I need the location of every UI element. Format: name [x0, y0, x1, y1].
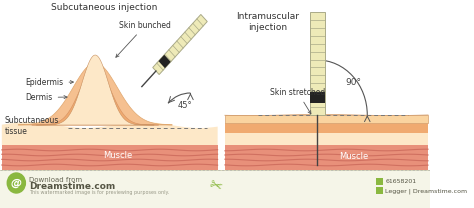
Polygon shape	[225, 115, 428, 123]
Polygon shape	[225, 133, 428, 145]
Text: 45°: 45°	[178, 102, 192, 110]
Text: Skin stretched: Skin stretched	[270, 88, 326, 114]
Polygon shape	[36, 55, 154, 125]
Text: Muscle: Muscle	[103, 151, 133, 160]
Polygon shape	[32, 67, 159, 125]
Polygon shape	[2, 145, 218, 170]
Text: Dreamstime.com: Dreamstime.com	[29, 182, 115, 191]
Text: This watermarked image is for previewing purposes only.: This watermarked image is for previewing…	[29, 190, 169, 195]
Text: Subcutaneous
tissue: Subcutaneous tissue	[5, 116, 59, 136]
Text: 90°: 90°	[346, 78, 361, 87]
Polygon shape	[225, 0, 428, 170]
Text: Epidermis: Epidermis	[26, 78, 73, 87]
Polygon shape	[225, 145, 428, 170]
Polygon shape	[153, 15, 207, 75]
Text: Skin bunched: Skin bunched	[116, 21, 171, 57]
Polygon shape	[310, 12, 325, 115]
Polygon shape	[310, 92, 325, 103]
Polygon shape	[376, 178, 383, 185]
Text: Subcutaneous injection: Subcutaneous injection	[51, 3, 157, 12]
Text: Intramuscular
injection: Intramuscular injection	[236, 12, 299, 32]
Text: @: @	[11, 178, 22, 188]
Text: Muscle: Muscle	[339, 152, 368, 161]
Polygon shape	[18, 63, 173, 125]
Circle shape	[7, 173, 26, 193]
Polygon shape	[158, 55, 171, 68]
Text: 61658201: 61658201	[385, 179, 417, 184]
Text: Download from: Download from	[29, 177, 82, 183]
Text: Legger | Dreamstime.com: Legger | Dreamstime.com	[385, 188, 467, 193]
Text: Dermis: Dermis	[26, 93, 67, 102]
Text: ✂: ✂	[206, 177, 223, 196]
Polygon shape	[225, 123, 428, 133]
Polygon shape	[2, 122, 218, 145]
Polygon shape	[376, 187, 383, 194]
Polygon shape	[0, 170, 430, 208]
